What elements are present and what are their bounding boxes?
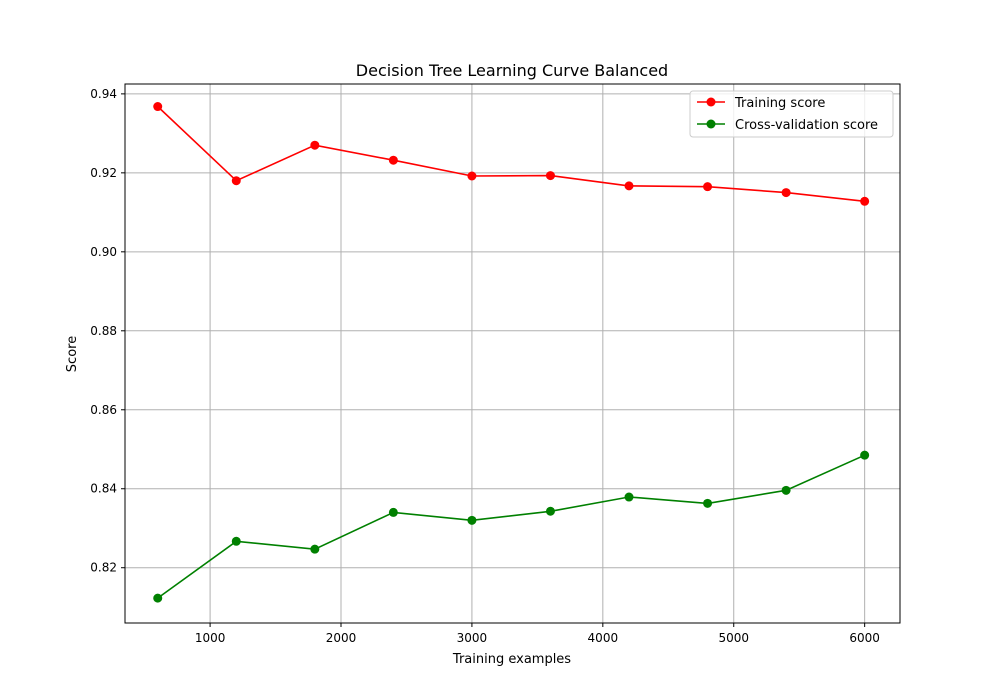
data-point xyxy=(231,176,241,186)
series-line xyxy=(157,454,866,599)
y-tick-label: 0.88 xyxy=(90,324,117,338)
x-axis-label: Training examples xyxy=(452,652,571,667)
y-tick-label: 0.90 xyxy=(90,245,117,259)
data-point xyxy=(153,102,163,112)
x-tick-label: 5000 xyxy=(718,631,749,645)
x-tick-label: 4000 xyxy=(588,631,619,645)
data-point xyxy=(310,140,320,150)
legend-label: Cross-validation score xyxy=(735,118,878,133)
data-point xyxy=(310,544,320,554)
data-point xyxy=(153,593,163,603)
legend: Training score Cross-validation score xyxy=(689,90,894,138)
data-point xyxy=(860,196,870,206)
legend-box xyxy=(689,90,894,138)
x-tick-label: 6000 xyxy=(849,631,880,645)
data-point xyxy=(545,171,555,181)
legend-entries: Training score Cross-validation score xyxy=(697,96,878,133)
series-layer xyxy=(153,102,870,603)
x-tick-label: 3000 xyxy=(457,631,488,645)
data-point xyxy=(703,182,713,192)
y-tick-label: 0.82 xyxy=(90,561,117,575)
data-point xyxy=(624,181,634,191)
data-point xyxy=(545,506,555,516)
legend-marker xyxy=(706,97,716,107)
y-tick-label: 0.94 xyxy=(90,87,117,101)
y-axis-label: Score xyxy=(65,336,80,372)
legend-marker xyxy=(706,119,716,129)
data-point xyxy=(624,492,634,502)
y-tick-label: 0.84 xyxy=(90,482,117,496)
data-point xyxy=(388,155,398,165)
data-point xyxy=(388,507,398,517)
x-tick-label: 2000 xyxy=(326,631,357,645)
data-point xyxy=(467,171,477,181)
tick-layer: 1000 2000 3000 4000 5000 6000 0.82 0.84 0.86 0.88… xyxy=(90,87,880,645)
data-point xyxy=(860,450,870,460)
plot-frame xyxy=(124,83,901,624)
series-cross-validation-score xyxy=(153,450,870,603)
data-point xyxy=(703,498,713,508)
data-point xyxy=(467,515,477,525)
series-training-score xyxy=(153,102,870,206)
legend-label: Training score xyxy=(734,96,825,111)
chart-title: Decision Tree Learning Curve Balanced xyxy=(356,61,668,80)
y-tick-label: 0.86 xyxy=(90,403,117,417)
data-point xyxy=(231,536,241,546)
data-point xyxy=(781,188,791,198)
y-tick-label: 0.92 xyxy=(90,166,117,180)
x-tick-label: 1000 xyxy=(195,631,226,645)
data-point xyxy=(781,485,791,495)
series-line xyxy=(157,105,865,203)
